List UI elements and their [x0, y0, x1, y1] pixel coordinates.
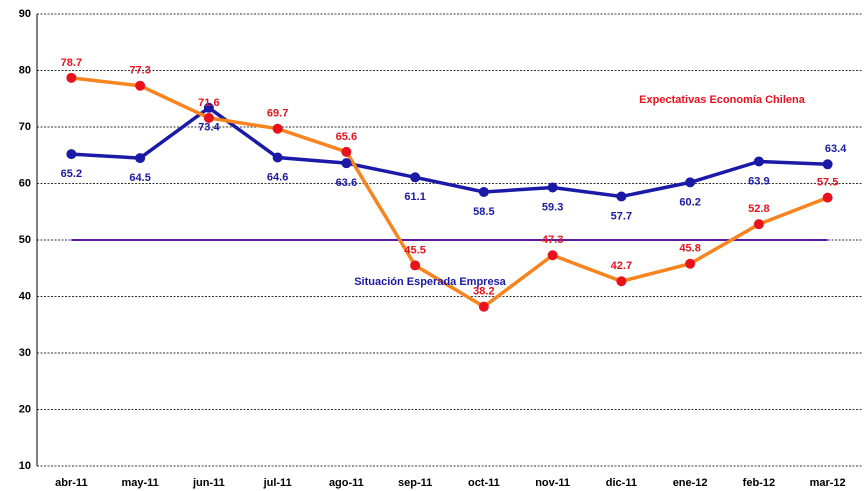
- data-label: 73.4: [198, 122, 220, 134]
- point: [616, 276, 627, 287]
- point: [410, 260, 421, 271]
- point: [753, 156, 764, 167]
- point: [272, 152, 283, 163]
- point: [616, 191, 627, 202]
- data-label: 65.2: [61, 168, 82, 180]
- x-tick-label: dic-11: [606, 477, 637, 489]
- data-label: 63.4: [825, 143, 847, 155]
- data-label: 78.7: [61, 57, 82, 69]
- data-label: 58.5: [473, 206, 494, 218]
- data-label: 61.1: [404, 191, 425, 203]
- series-label: Situación Esperada Empresa: [354, 276, 506, 288]
- x-tick-label: abr-11: [55, 477, 87, 489]
- x-tick-label: feb-12: [743, 477, 775, 489]
- y-tick-label: 90: [19, 8, 31, 20]
- data-label: 60.2: [679, 196, 700, 208]
- y-tick-label: 60: [19, 177, 31, 189]
- data-label: 47.3: [542, 234, 563, 246]
- data-label: 64.6: [267, 171, 288, 183]
- data-label: 63.6: [336, 177, 357, 189]
- point: [822, 192, 833, 203]
- point: [203, 102, 214, 113]
- x-tick-label: jul-11: [263, 477, 292, 489]
- data-label: 64.5: [129, 172, 150, 184]
- data-label: 69.7: [267, 108, 288, 120]
- data-label: 42.7: [611, 260, 632, 272]
- data-label: 77.3: [129, 65, 150, 77]
- data-label: 71.6: [198, 97, 219, 109]
- x-tick-label: mar-12: [810, 477, 846, 489]
- y-tick-label: 80: [19, 64, 31, 76]
- point: [66, 149, 77, 160]
- point: [66, 72, 77, 83]
- x-tick-label: may-11: [121, 477, 158, 489]
- point: [272, 123, 283, 134]
- x-tick-label: nov-11: [535, 477, 570, 489]
- point: [685, 177, 696, 188]
- x-tick-label: ene-12: [673, 477, 708, 489]
- point: [478, 186, 489, 197]
- series-line: [71, 76, 829, 309]
- point: [135, 80, 146, 91]
- data-label: 59.3: [542, 201, 563, 213]
- data-label: 38.2: [473, 286, 494, 298]
- point: [203, 112, 214, 123]
- data-label: 45.8: [679, 243, 700, 255]
- y-tick-label: 30: [19, 347, 31, 359]
- x-tick-label: sep-11: [398, 477, 432, 489]
- point: [822, 159, 833, 170]
- point: [685, 258, 696, 269]
- point: [341, 158, 352, 169]
- x-tick-label: oct-11: [468, 477, 500, 489]
- point: [135, 153, 146, 164]
- data-label: 57.5: [817, 177, 838, 189]
- data-label: 45.5: [404, 244, 425, 256]
- point: [753, 219, 764, 230]
- point: [341, 146, 352, 157]
- data-label: 65.6: [336, 131, 357, 143]
- y-tick-label: 50: [19, 234, 31, 246]
- x-tick-label: ago-11: [329, 477, 364, 489]
- series-label: Expectativas Economía Chilena: [639, 94, 805, 106]
- point: [547, 250, 558, 261]
- point: [478, 301, 489, 312]
- data-label: 57.7: [611, 210, 632, 222]
- x-tick-label: jun-11: [192, 477, 225, 489]
- y-tick-label: 20: [19, 403, 31, 415]
- y-tick-label: 40: [19, 290, 31, 302]
- data-label: 52.8: [748, 203, 769, 215]
- y-tick-label: 10: [19, 460, 31, 472]
- point: [410, 172, 421, 183]
- data-label: 63.9: [748, 175, 769, 187]
- y-tick-label: 70: [19, 121, 31, 133]
- point: [547, 182, 558, 193]
- series-line: [71, 105, 828, 199]
